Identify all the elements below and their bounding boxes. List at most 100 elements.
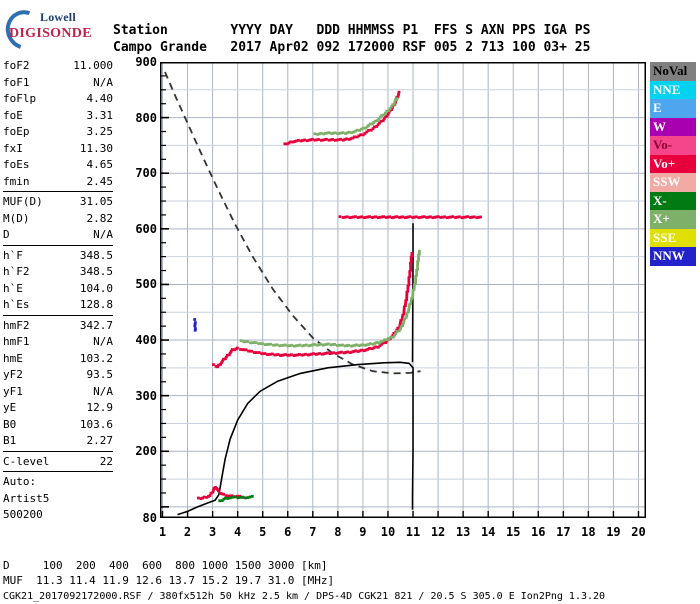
param-group-4: C-level 22 (3, 454, 113, 472)
legend-item-e[interactable]: E (650, 99, 696, 118)
x-tick-9: 9 (359, 525, 367, 539)
plot-frame (160, 62, 646, 518)
ionogram-plot[interactable] (160, 62, 646, 518)
param-key: foEp (3, 125, 30, 138)
param-key: B1 (3, 434, 17, 447)
param-row-hme: hmE 103.2 (3, 351, 113, 368)
param-key: MUF(D) (3, 195, 43, 208)
x-tick-5: 5 (259, 525, 267, 539)
param-row-d: D N/A (3, 227, 113, 244)
param-key: D (3, 228, 10, 241)
x-axis-labels: 1 2 3 4 5 6 7 8 9 10 11 12 13 14 15 16 17 18 19 20 (150, 525, 670, 545)
param-value: 4.65 (86, 158, 114, 171)
y-tick-600: 600 (135, 221, 157, 236)
legend-item-noval[interactable]: NoVal (650, 62, 696, 81)
param-value: 12.9 (86, 401, 114, 414)
param-value: 11.000 (73, 59, 113, 72)
param-row-b0: B0 103.6 (3, 417, 113, 434)
y-tick-500: 500 (135, 277, 157, 292)
legend-item-x[interactable]: X- (650, 191, 696, 210)
param-key: foFlp (3, 92, 37, 105)
x-tick-13: 13 (455, 525, 471, 539)
param-group-2: h`F 348.5 h`F2 348.5 h`E 104.0 h`Es 128.8 (3, 248, 113, 316)
axis-ticks (160, 62, 640, 518)
param-group-3: hmF2 342.7 hmF1 N/A hmE 103.2 yF2 93.5 yF1 N/A yE 1… (3, 318, 113, 452)
param-key: h`Es (3, 298, 30, 311)
param-key: fmin (3, 174, 30, 188)
lowell-digisonde-logo: Lowell DIGISONDE (0, 3, 104, 57)
legend-item-vo[interactable]: Vo- (650, 136, 696, 155)
legend-item-w[interactable]: W (650, 117, 696, 136)
param-value: 22 (99, 454, 113, 468)
param-key: hmF2 (3, 318, 30, 332)
param-key: fxI (3, 141, 23, 155)
curve-muf-3000-dashed-curve (164, 71, 421, 375)
auto-line-0: Auto: (3, 475, 37, 488)
footer-muf-row: MUF 11.3 11.4 11.9 12.6 13.7 15.2 19.7 3… (3, 574, 335, 587)
param-row-fof2: foF2 11.000 (3, 58, 113, 75)
param-value: 348.5 (79, 265, 113, 278)
param-row-yf1: yF1 N/A (3, 384, 113, 401)
x-tick-14: 14 (480, 525, 496, 539)
param-row-h-f2: h`F2 348.5 (3, 264, 113, 281)
series-2f2-multi-hop-o-mode (283, 90, 401, 146)
x-tick-12: 12 (430, 525, 446, 539)
param-row-hmf2: hmF2 342.7 (3, 318, 113, 335)
param-row-foes: foEs 4.65 (3, 157, 113, 174)
legend-item-vo[interactable]: Vo+ (650, 154, 696, 173)
param-value: 2.45 (86, 174, 114, 188)
param-row-b1: B1 2.27 (3, 433, 113, 450)
auto-scaler-info: Auto: Artist5 500200 (3, 474, 113, 525)
param-key: yE (3, 401, 17, 414)
auto-line-2: 500200 (3, 508, 43, 521)
series-e-layer-x-mode (218, 494, 254, 503)
series-nnw-scatter (193, 318, 197, 332)
x-tick-1: 1 (158, 525, 167, 539)
param-row-foe: foE 3.31 (3, 108, 113, 125)
param-row-yf2: yF2 93.5 (3, 367, 113, 384)
x-tick-2: 2 (183, 525, 192, 539)
param-row-h-es: h`Es 128.8 (3, 297, 113, 314)
param-row-c-level: C-level 22 (3, 454, 113, 471)
y-tick-200: 200 (135, 444, 157, 459)
legend-item-nne[interactable]: NNE (650, 80, 696, 99)
x-tick-10: 10 (380, 525, 396, 539)
legend-item-x[interactable]: X+ (650, 210, 696, 229)
param-key: foEs (3, 158, 30, 171)
param-key: yF1 (3, 384, 23, 398)
param-value: 11.30 (79, 141, 113, 155)
param-key: hmE (3, 351, 23, 365)
x-tick-19: 19 (606, 525, 621, 539)
param-key: h`F2 (3, 265, 30, 278)
footer-info: D 100 200 400 600 800 1000 1500 3000 [km… (3, 558, 605, 604)
x-tick-6: 6 (284, 525, 292, 539)
logo-lowell-text: Lowell (40, 10, 76, 24)
param-row-foep: foEp 3.25 (3, 124, 113, 141)
header-line-2: Campo Grande 2017 Apr02 092 172000 RSF 0… (113, 40, 591, 55)
param-key: foF2 (3, 59, 30, 72)
grid-lines (160, 62, 646, 518)
param-key: yF2 (3, 368, 23, 381)
param-value: N/A (93, 335, 113, 348)
param-row-hmf1: hmF1 N/A (3, 334, 113, 351)
param-value: 4.40 (86, 92, 114, 105)
param-value: N/A (93, 228, 113, 241)
param-value: N/A (93, 384, 113, 398)
param-value: 3.25 (86, 125, 114, 138)
y-tick-400: 400 (135, 333, 157, 348)
legend-item-nnw[interactable]: NNW (650, 247, 696, 266)
param-row-m-d-: M(D) 2.82 (3, 211, 113, 228)
footer-distance-row: D 100 200 400 600 800 1000 1500 3000 [km… (3, 559, 328, 572)
param-row-fmin: fmin 2.45 (3, 174, 113, 191)
param-key: h`F (3, 248, 23, 262)
param-value: 3.31 (86, 108, 114, 122)
x-tick-7: 7 (309, 525, 317, 539)
param-row-ye: yE 12.9 (3, 400, 113, 417)
param-key: foE (3, 108, 23, 122)
param-value: 31.05 (79, 195, 113, 208)
legend-item-ssw[interactable]: SSW (650, 173, 696, 192)
param-key: foF1 (3, 75, 30, 89)
x-tick-15: 15 (505, 525, 521, 539)
param-group-1: MUF(D) 31.05 M(D) 2.82 D N/A (3, 194, 113, 246)
legend-item-sse[interactable]: SSE (650, 228, 696, 247)
